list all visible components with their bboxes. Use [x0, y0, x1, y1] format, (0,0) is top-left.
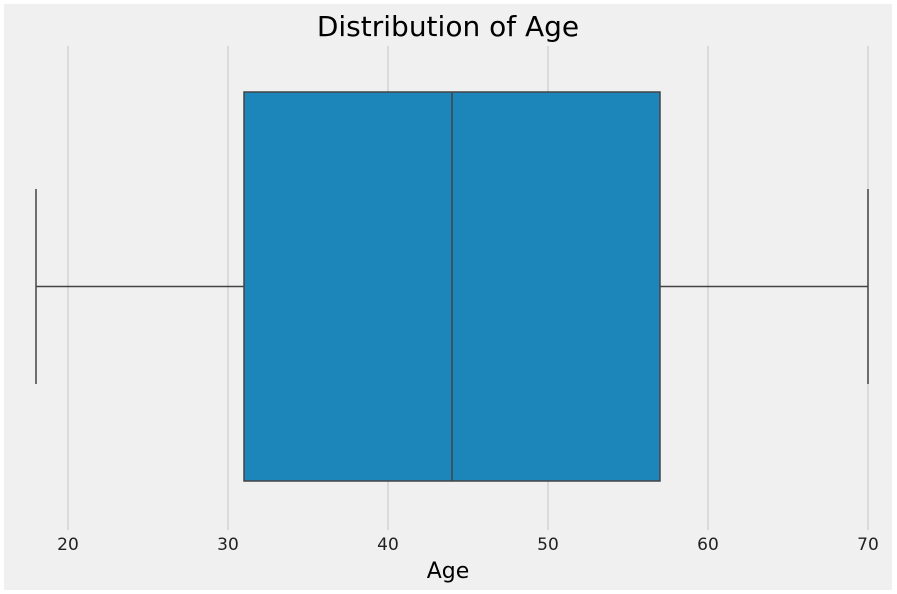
x-tick-label-60: 60: [697, 535, 719, 555]
box-layer: [35, 91, 869, 482]
x-tick-label-20: 20: [57, 535, 79, 555]
x-tick-label-70: 70: [857, 535, 879, 555]
x-tick-label-50: 50: [537, 535, 559, 555]
x-tick-label-40: 40: [377, 535, 399, 555]
x-axis-label: Age: [427, 559, 470, 584]
x-tick-label-30: 30: [217, 535, 239, 555]
chart-title: Distribution of Age: [317, 10, 579, 43]
x-tick-labels: 20 30 40 50 60 70: [57, 535, 879, 555]
